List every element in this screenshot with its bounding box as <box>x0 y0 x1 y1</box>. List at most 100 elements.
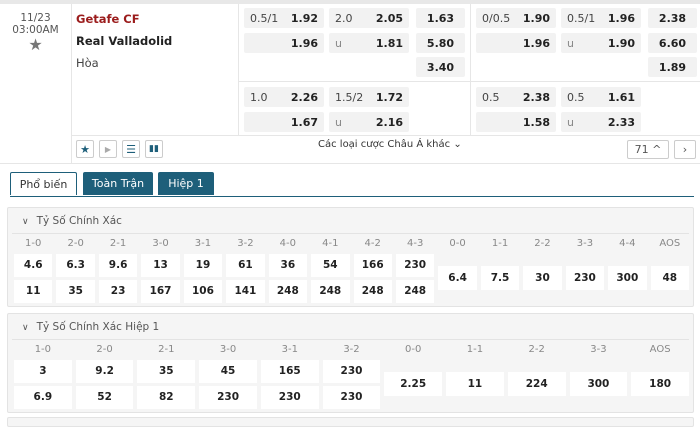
score-label: 3-0 <box>219 344 237 355</box>
away-score-odds[interactable]: 248 <box>395 279 435 303</box>
handicap-home-odds[interactable]: 0.5/1 1.92 <box>244 8 324 28</box>
away-score-odds[interactable]: 248 <box>268 279 308 303</box>
alt-over-odds[interactable]: 0.5 1.61 <box>561 87 641 107</box>
score-label: 4-0 <box>279 238 297 249</box>
home-team[interactable]: Getafe CF <box>76 12 140 26</box>
home-score-odds[interactable]: 35 <box>137 359 196 383</box>
home-score-odds[interactable]: 45 <box>199 359 257 383</box>
play-icon[interactable]: ▶ <box>99 140 117 158</box>
over-odds[interactable]: 0.5/1 1.96 <box>561 8 641 28</box>
home-score-odds[interactable]: 166 <box>353 253 392 277</box>
away-score-odds[interactable]: 106 <box>183 279 223 303</box>
away-score-odds[interactable]: 230 <box>322 385 381 409</box>
away-win-odds[interactable]: 6.60 <box>648 33 697 53</box>
odds-value: 2.38 <box>522 90 550 104</box>
under-odds[interactable]: u 1.81 <box>329 33 409 53</box>
tab-popular[interactable]: Phổ biến <box>10 172 77 195</box>
section-title: Tỷ Số Chính Xác <box>36 215 122 227</box>
more-asian-bets-dropdown[interactable]: Các loại cược Châu Á khác ⌄ <box>318 139 462 150</box>
home-score-odds[interactable]: 36 <box>268 253 308 277</box>
handicap-home-odds[interactable]: 0/0.5 1.90 <box>476 8 556 28</box>
home-score-odds[interactable]: 3 <box>14 359 72 383</box>
alt-under-odds[interactable]: u 2.16 <box>329 112 409 132</box>
draw-score-odds[interactable]: 224 <box>507 372 566 396</box>
line-label: u <box>567 115 574 129</box>
score-label: 2-0 <box>67 238 84 249</box>
home-score-odds[interactable]: 6.3 <box>56 253 95 277</box>
alt-handicap-away-odds[interactable]: 1.58 <box>476 112 556 132</box>
draw-score-odds[interactable]: 6.4 <box>438 266 477 290</box>
favorite-star-icon[interactable]: ★ <box>28 35 43 54</box>
home-score-odds[interactable]: 61 <box>226 253 265 277</box>
score-label: 3-1 <box>281 344 298 355</box>
score-label: 1-0 <box>25 238 42 249</box>
home-score-odds[interactable]: 230 <box>322 359 381 383</box>
star-icon[interactable]: ★ <box>76 140 94 158</box>
away-score-odds[interactable]: 230 <box>199 385 257 409</box>
score-label: 4-3 <box>406 238 424 249</box>
home-win-odds[interactable]: 2.38 <box>648 8 697 28</box>
home-score-odds[interactable]: 165 <box>260 359 319 383</box>
tab-full-match[interactable]: Toàn Trận <box>83 172 153 195</box>
section-header[interactable]: ∨ Tỷ Số Chính Xác <box>12 208 689 234</box>
draw-score-odds[interactable]: 48 <box>650 266 689 290</box>
draw-score-odds[interactable]: 30 <box>523 266 562 290</box>
next-button[interactable]: › <box>674 140 696 159</box>
teams: Getafe CF Real Valladolid Hòa <box>76 8 236 74</box>
home-score-odds[interactable]: 4.6 <box>14 253 53 277</box>
away-score-odds[interactable]: 6.9 <box>14 385 72 409</box>
draw-score-odds[interactable]: 11 <box>446 372 504 396</box>
odds-value: 1.61 <box>607 90 635 104</box>
alt-handicap-home-odds[interactable]: 1.0 2.26 <box>244 87 324 107</box>
section-header[interactable]: ∨ Tỷ Số Chính Xác Hiệp 1 <box>12 314 689 340</box>
draw-score-odds[interactable]: 180 <box>631 372 689 396</box>
home-score-odds[interactable]: 9.6 <box>98 253 138 277</box>
stats-icon[interactable]: ▮▮ <box>145 140 163 158</box>
alt-handicap-home-odds[interactable]: 0.5 2.38 <box>476 87 556 107</box>
under-odds[interactable]: u 1.90 <box>561 33 641 53</box>
markets-count: 71 <box>634 143 649 156</box>
away-score-odds[interactable]: 35 <box>56 279 95 303</box>
draw-score-odds[interactable]: 230 <box>565 266 605 290</box>
handicap-away-odds[interactable]: 1.96 <box>244 33 324 53</box>
home-win-odds[interactable]: 1.63 <box>416 8 465 28</box>
away-score-odds[interactable]: 23 <box>98 279 138 303</box>
home-score-odds[interactable]: 19 <box>183 253 223 277</box>
away-score-odds[interactable]: 52 <box>75 385 134 409</box>
more-bets-label: Các loại cược Châu Á khác <box>318 139 451 150</box>
score-label: 3-3 <box>590 344 607 355</box>
draw-score-odds[interactable]: 300 <box>569 372 628 396</box>
odds-value: 1.81 <box>375 36 403 50</box>
away-win-odds[interactable]: 5.80 <box>416 33 465 53</box>
away-score-odds[interactable]: 248 <box>353 279 392 303</box>
away-team[interactable]: Real Valladolid <box>76 34 173 48</box>
away-score-odds[interactable]: 141 <box>226 279 265 303</box>
away-score-odds[interactable]: 230 <box>260 385 319 409</box>
draw-odds[interactable]: 1.89 <box>648 57 697 77</box>
home-score-odds[interactable]: 54 <box>311 253 350 277</box>
home-score-odds[interactable]: 230 <box>395 253 435 277</box>
alt-handicap-away-odds[interactable]: 1.67 <box>244 112 324 132</box>
over-odds[interactable]: 2.0 2.05 <box>329 8 409 28</box>
away-score-odds[interactable]: 167 <box>141 279 180 303</box>
tab-first-half[interactable]: Hiệp 1 <box>158 172 214 195</box>
away-score-odds[interactable]: 11 <box>14 279 53 303</box>
match-datetime: 11/23 03:00AM ★ <box>0 4 72 163</box>
markets-count-toggle[interactable]: 71 ^ <box>627 140 669 159</box>
draw-score-odds[interactable]: 2.25 <box>384 372 443 396</box>
alt-under-odds[interactable]: u 2.33 <box>561 112 641 132</box>
line-label: 1.5/2 <box>335 90 364 104</box>
draw-odds[interactable]: 3.40 <box>416 57 465 77</box>
list-icon[interactable]: ☰ <box>122 140 140 158</box>
odds-value: 1.58 <box>522 115 550 129</box>
away-score-odds[interactable]: 82 <box>137 385 196 409</box>
alt-over-odds[interactable]: 1.5/2 1.72 <box>329 87 409 107</box>
score-label: 3-2 <box>237 238 254 249</box>
draw-score-odds[interactable]: 300 <box>608 266 647 290</box>
score-label: 1-0 <box>34 344 52 355</box>
home-score-odds[interactable]: 9.2 <box>75 359 134 383</box>
handicap-away-odds[interactable]: 1.96 <box>476 33 556 53</box>
away-score-odds[interactable]: 248 <box>311 279 350 303</box>
draw-score-odds[interactable]: 7.5 <box>480 266 520 290</box>
home-score-odds[interactable]: 13 <box>141 253 180 277</box>
